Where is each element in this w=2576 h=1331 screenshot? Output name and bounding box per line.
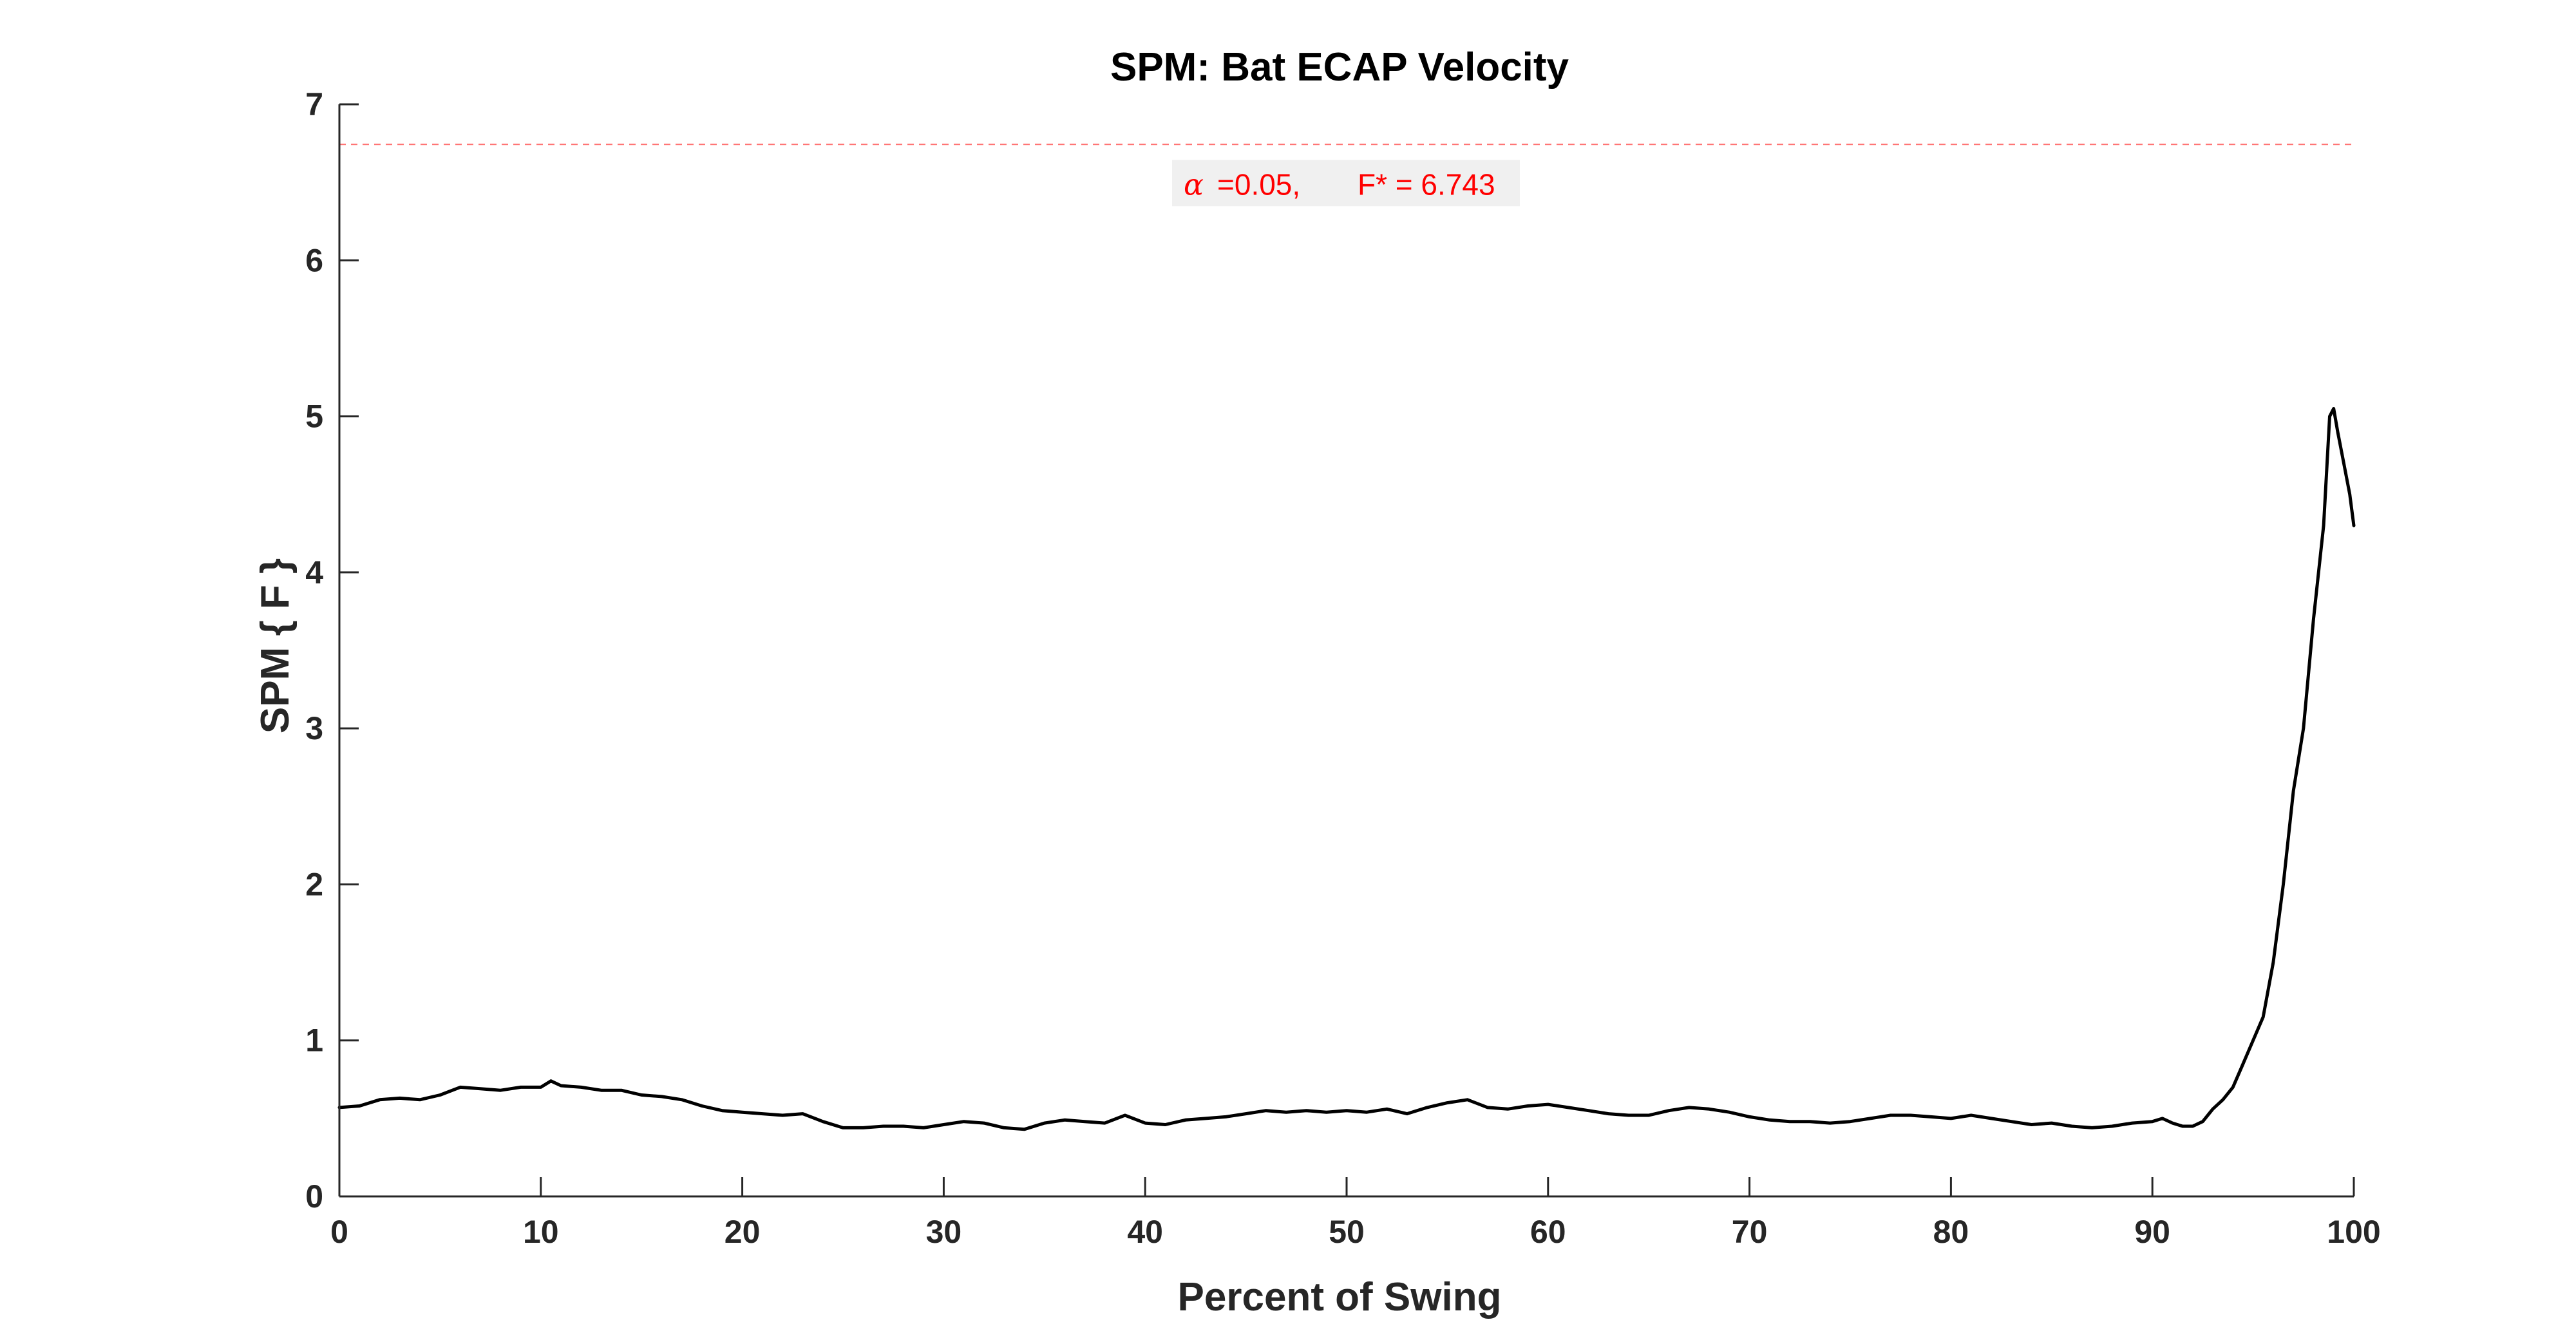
y-tick-label: 4 <box>305 554 323 590</box>
threshold-annotation: α =0.05, F* = 6.743 <box>1172 160 1520 207</box>
x-tick-label: 60 <box>1530 1214 1566 1250</box>
x-tick-label: 20 <box>724 1214 761 1250</box>
y-tick-label: 3 <box>305 710 323 746</box>
chart-title: SPM: Bat ECAP Velocity <box>1110 45 1569 90</box>
x-tick-label: 90 <box>2134 1214 2170 1250</box>
x-tick-label: 10 <box>523 1214 559 1250</box>
x-tick-label: 80 <box>1933 1214 1969 1250</box>
x-tick-label: 50 <box>1329 1214 1365 1250</box>
x-axis-label: Percent of Swing <box>1178 1275 1502 1319</box>
alpha-value: =0.05, <box>1217 167 1300 201</box>
alpha-symbol: α <box>1184 167 1204 202</box>
threshold-annotation-background <box>1172 160 1520 207</box>
x-tick-label: 100 <box>2327 1214 2380 1250</box>
y-tick-label: 1 <box>305 1023 323 1059</box>
y-tick-label: 0 <box>305 1178 323 1214</box>
x-tick-label: 30 <box>926 1214 962 1250</box>
critical-f-label: F* = 6.743 <box>1358 167 1495 201</box>
x-axis-ticks: 0 10 20 30 40 50 60 70 80 90 100 <box>330 1177 2381 1250</box>
y-tick-label: 5 <box>305 399 323 435</box>
x-tick-label: 70 <box>1732 1214 1768 1250</box>
y-axis-label: SPM { F } <box>253 558 298 733</box>
x-tick-label: 40 <box>1127 1214 1163 1250</box>
series-line-0 <box>337 407 2356 1131</box>
x-tick-label: 0 <box>330 1214 348 1250</box>
y-tick-label: 7 <box>305 86 323 122</box>
y-tick-label: 6 <box>305 242 323 278</box>
y-tick-label: 2 <box>305 866 323 902</box>
series-group <box>337 407 2356 1131</box>
y-axis-ticks: 0 1 2 3 4 5 6 7 <box>305 86 359 1214</box>
